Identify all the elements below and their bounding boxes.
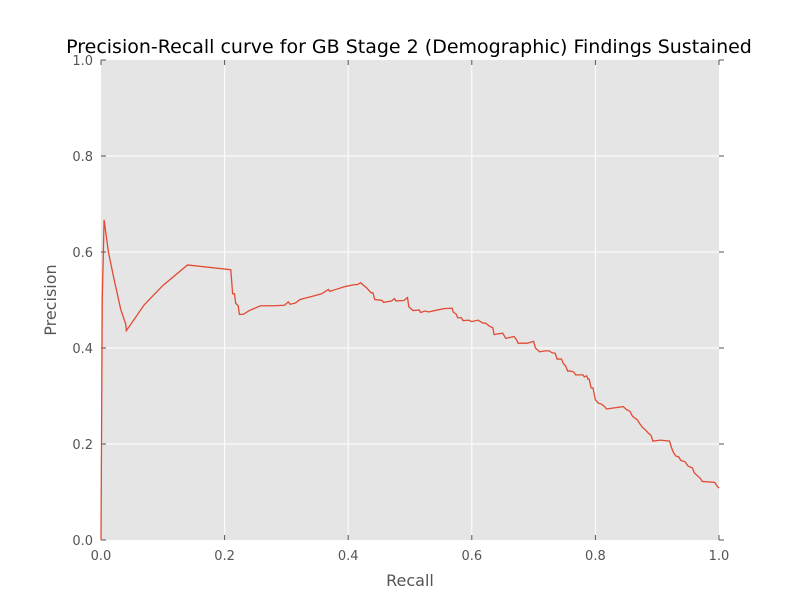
x-tick-label: 0.6 (461, 549, 482, 564)
series-line-0 (100, 219, 720, 541)
series-layer (100, 219, 720, 541)
grid-lines (101, 60, 719, 540)
y-tick-label: 0.2 (72, 438, 93, 453)
x-tick-label: 0.0 (91, 549, 112, 564)
chart-title: Precision-Recall curve for GB Stage 2 (D… (66, 36, 752, 58)
x-tick-label: 0.8 (585, 549, 606, 564)
y-tick-label: 0.6 (72, 246, 93, 261)
plot-area (101, 60, 719, 540)
y-tick-label: 1.0 (72, 54, 93, 69)
y-axis-label: Precision (41, 264, 60, 335)
x-axis-label: Recall (386, 571, 434, 590)
y-tick-label: 0.0 (72, 534, 93, 549)
x-tick-label: 0.4 (338, 549, 359, 564)
y-tick-label: 0.8 (72, 150, 93, 165)
axis-ticks: 0.0 0.2 0.4 0.6 0.8 1.0 0.0 0.2 0.4 0.6 0.8 1.0 (72, 54, 729, 564)
x-tick-label: 1.0 (709, 549, 730, 564)
y-tick-label: 0.4 (72, 342, 93, 357)
x-tick-label: 0.2 (214, 549, 235, 564)
